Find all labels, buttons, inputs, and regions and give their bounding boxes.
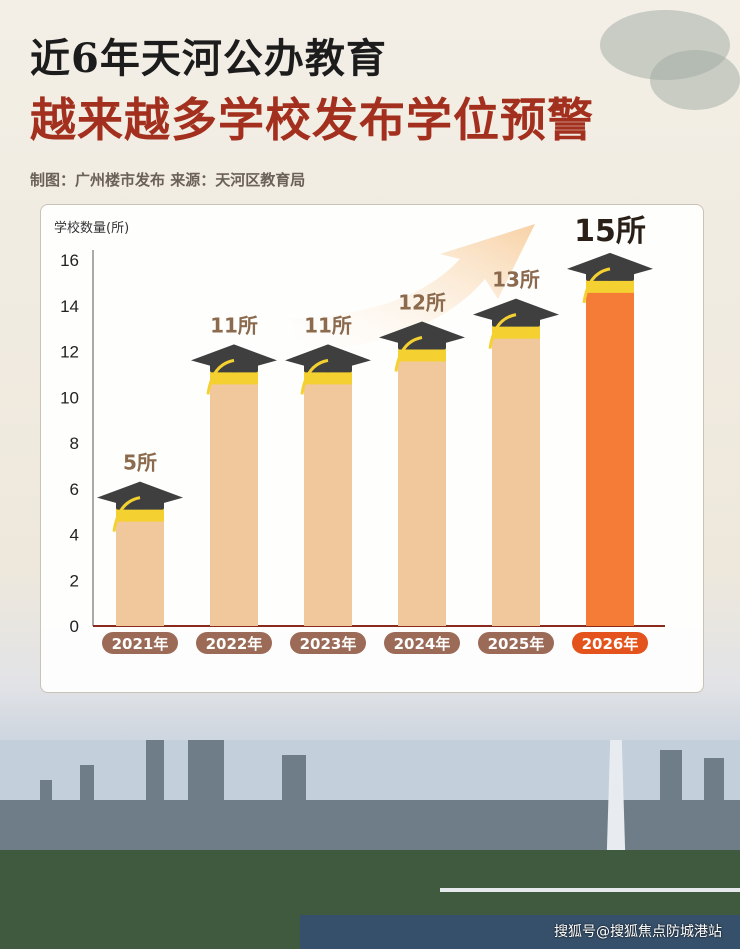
bar <box>398 351 446 626</box>
cap-band <box>210 370 258 385</box>
y-tick-label: 8 <box>70 434 79 453</box>
x-tick-label: 2025年 <box>488 635 545 653</box>
y-tick-label: 14 <box>60 297 79 316</box>
bar-value-label: 11所 <box>304 313 352 337</box>
bar-value-label: 12所 <box>398 291 446 315</box>
cap-band <box>586 278 634 293</box>
watermark: 搜狐号@搜狐焦点防城港站 <box>554 924 722 940</box>
bars-group: 5所2021年11所2022年11所2023年12所2024年13所2025年1… <box>97 214 653 654</box>
trend-arrow <box>290 224 535 352</box>
x-tick-label: 2024年 <box>394 635 451 653</box>
y-axis: 0 2 4 6 8 10 12 14 16 <box>60 250 665 636</box>
bar-2023年: 11所 2023年 <box>285 313 371 654</box>
x-tick-label: 2023年 <box>300 635 357 653</box>
category-tag <box>102 632 178 654</box>
tassel <box>488 313 517 349</box>
bar <box>492 328 540 626</box>
x-tick-label: 2026年 <box>582 635 639 653</box>
bar-value-label: 13所 <box>492 268 540 292</box>
bar-value-label: 11所 <box>210 313 258 337</box>
tassel <box>394 336 423 372</box>
tassel <box>300 358 329 395</box>
bar-2026年: 15所 2026年 <box>567 214 653 654</box>
y-axis-label: 学校数量(所) <box>54 220 129 236</box>
graduation-cap-icon <box>97 481 183 510</box>
x-tick-label: 2021年 <box>112 635 169 653</box>
canton-tower <box>606 740 626 880</box>
page-subtitle: 越来越多学校发布学位预警 <box>30 93 594 147</box>
page-title: 近6年天河公办教育 <box>30 35 387 82</box>
bar-2024年: 12所 2024年 <box>379 291 465 654</box>
cap-band <box>398 347 446 362</box>
category-tag <box>290 632 366 654</box>
bar-2025年: 13所 2025年 <box>473 268 559 654</box>
bar-2021年: 5所 2021年 <box>97 451 183 654</box>
tassel <box>206 358 235 395</box>
cap-band <box>304 370 352 385</box>
graduation-cap-icon <box>567 252 653 281</box>
bar <box>586 282 634 626</box>
y-tick-label: 4 <box>70 526 79 545</box>
y-tick-label: 12 <box>60 343 79 362</box>
bar <box>304 374 352 626</box>
graduation-cap-icon <box>285 344 371 373</box>
city-skyline <box>0 740 740 949</box>
category-tag <box>572 632 648 654</box>
bar-value-label: 15所 <box>574 214 646 249</box>
y-tick-label: 10 <box>60 388 79 407</box>
pine-decoration <box>650 50 740 110</box>
bar <box>210 374 258 626</box>
bar <box>116 511 164 626</box>
graduation-cap-icon <box>379 321 465 350</box>
category-tag <box>196 632 272 654</box>
bar-value-label: 5所 <box>123 451 157 475</box>
tassel <box>112 496 141 532</box>
cap-band <box>116 507 164 522</box>
y-tick-label: 2 <box>70 571 79 590</box>
x-tick-label: 2022年 <box>206 635 263 653</box>
graduation-cap-icon <box>191 344 277 373</box>
graduation-cap-icon <box>473 298 559 327</box>
bar-2022年: 11所 2022年 <box>191 313 277 654</box>
y-tick-label: 6 <box>70 480 79 499</box>
source-credit: 制图：广州楼市发布 来源：天河区教育局 <box>30 171 306 189</box>
tassel <box>582 267 611 304</box>
category-tag <box>384 632 460 654</box>
y-tick-label: 16 <box>60 251 79 270</box>
category-tag <box>478 632 554 654</box>
y-tick-label: 0 <box>70 617 79 636</box>
cap-band <box>492 324 540 339</box>
